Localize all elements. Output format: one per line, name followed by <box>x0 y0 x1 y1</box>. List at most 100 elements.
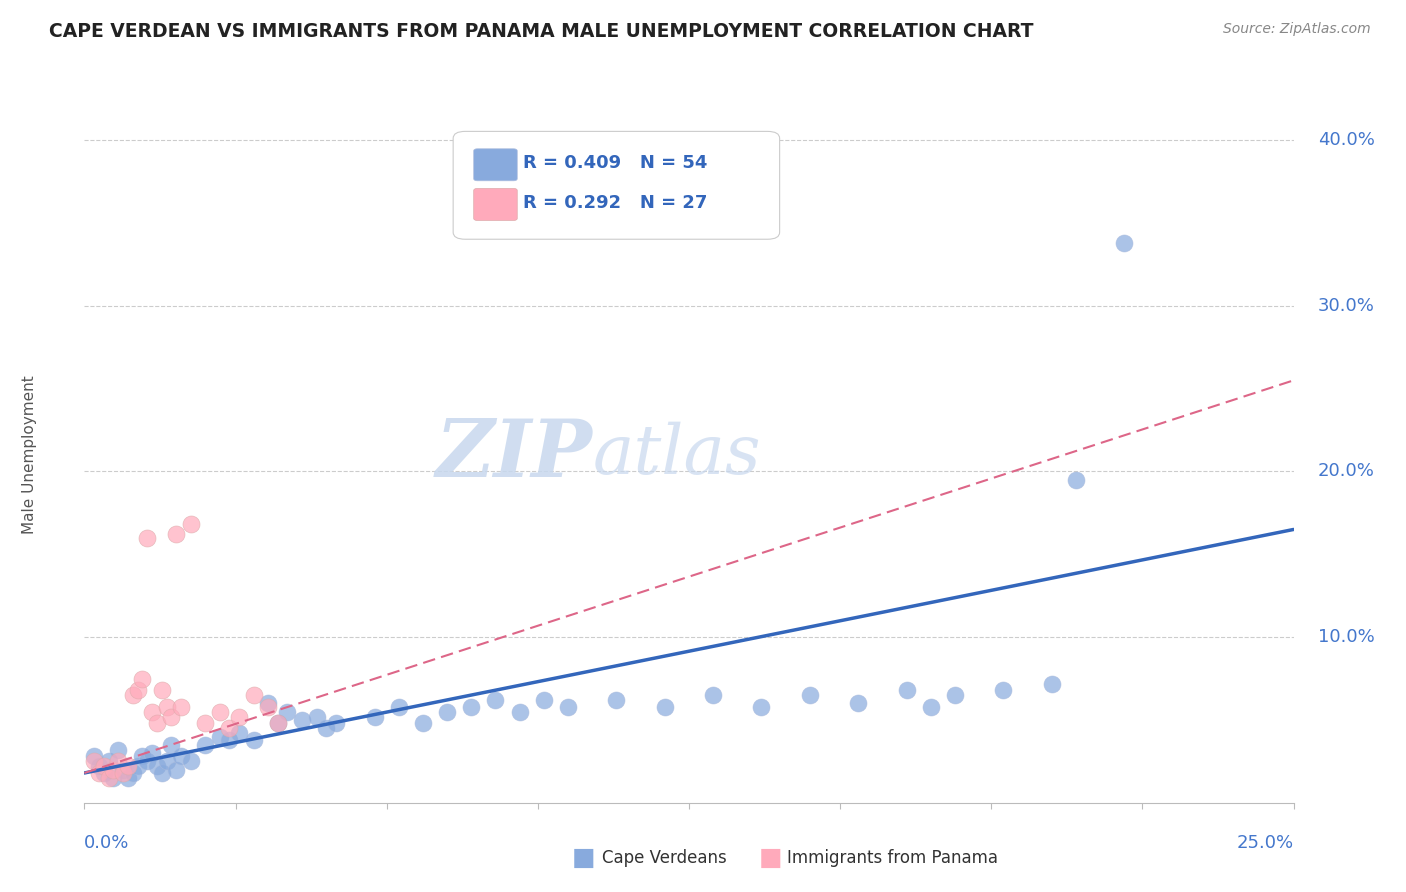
Point <box>242 732 264 747</box>
Point <box>112 766 135 780</box>
Point <box>93 759 115 773</box>
FancyBboxPatch shape <box>453 131 779 239</box>
Point <box>141 746 163 760</box>
Point <box>180 755 202 769</box>
Point <box>136 531 159 545</box>
Text: R = 0.292   N = 27: R = 0.292 N = 27 <box>523 194 707 212</box>
Point <box>315 721 337 735</box>
Point <box>436 705 458 719</box>
Point <box>276 705 298 719</box>
Text: Male Unemployment: Male Unemployment <box>22 376 38 534</box>
Point <box>93 766 115 780</box>
Text: ■: ■ <box>759 847 782 870</box>
Text: 25.0%: 25.0% <box>1236 834 1294 852</box>
Point <box>194 738 217 752</box>
Point <box>257 697 280 711</box>
Point <box>993 683 1015 698</box>
Point <box>150 766 173 780</box>
Point <box>155 755 177 769</box>
Text: 30.0%: 30.0% <box>1317 297 1375 315</box>
Point <box>208 730 231 744</box>
Point <box>117 759 139 773</box>
Point <box>412 716 434 731</box>
Point <box>846 697 869 711</box>
Point <box>136 755 159 769</box>
Text: 0.0%: 0.0% <box>84 834 129 852</box>
Point <box>208 705 231 719</box>
Point <box>218 721 240 735</box>
Point <box>325 716 347 731</box>
Text: Immigrants from Panama: Immigrants from Panama <box>787 849 998 867</box>
Point <box>388 699 411 714</box>
Text: CAPE VERDEAN VS IMMIGRANTS FROM PANAMA MALE UNEMPLOYMENT CORRELATION CHART: CAPE VERDEAN VS IMMIGRANTS FROM PANAMA M… <box>49 22 1033 41</box>
Point <box>97 771 120 785</box>
Point <box>654 699 676 714</box>
Point <box>160 709 183 723</box>
Text: ZIP: ZIP <box>436 417 592 493</box>
Point <box>460 699 482 714</box>
Point <box>194 716 217 731</box>
Point <box>896 683 918 698</box>
Point <box>87 759 110 773</box>
Point <box>228 709 250 723</box>
Point <box>257 699 280 714</box>
Point <box>557 699 579 714</box>
Point <box>509 705 531 719</box>
Text: atlas: atlas <box>592 422 761 488</box>
Point <box>131 672 153 686</box>
Point <box>127 683 149 698</box>
Point <box>170 699 193 714</box>
Point <box>218 732 240 747</box>
Text: 10.0%: 10.0% <box>1317 628 1375 646</box>
Point <box>484 693 506 707</box>
Point <box>107 755 129 769</box>
Point <box>87 766 110 780</box>
Point <box>83 755 105 769</box>
Point <box>83 749 105 764</box>
Point <box>605 693 627 707</box>
Point <box>97 755 120 769</box>
Point <box>799 688 821 702</box>
Point <box>943 688 966 702</box>
Point <box>141 705 163 719</box>
Point <box>533 693 555 707</box>
Point <box>121 688 143 702</box>
Point <box>165 763 187 777</box>
Text: R = 0.409   N = 54: R = 0.409 N = 54 <box>523 153 707 171</box>
Point <box>146 759 169 773</box>
Point <box>103 771 125 785</box>
Point <box>751 699 773 714</box>
Text: Source: ZipAtlas.com: Source: ZipAtlas.com <box>1223 22 1371 37</box>
Point <box>180 517 202 532</box>
Text: Cape Verdeans: Cape Verdeans <box>602 849 727 867</box>
Point <box>228 726 250 740</box>
Point <box>1040 676 1063 690</box>
Point <box>1114 235 1136 250</box>
Point <box>267 716 290 731</box>
Text: 20.0%: 20.0% <box>1317 462 1375 481</box>
FancyBboxPatch shape <box>474 188 517 220</box>
Text: ■: ■ <box>572 847 595 870</box>
FancyBboxPatch shape <box>474 149 517 181</box>
Point <box>702 688 724 702</box>
Point <box>160 738 183 752</box>
Point <box>242 688 264 702</box>
Point <box>1064 473 1087 487</box>
Text: 40.0%: 40.0% <box>1317 131 1375 149</box>
Point <box>112 763 135 777</box>
Point <box>155 699 177 714</box>
Point <box>305 709 328 723</box>
Point <box>117 771 139 785</box>
Point <box>131 749 153 764</box>
Point <box>150 683 173 698</box>
Point <box>107 743 129 757</box>
Point <box>121 766 143 780</box>
Point <box>363 709 385 723</box>
Point <box>291 713 314 727</box>
Point <box>267 716 290 731</box>
Point <box>146 716 169 731</box>
Point <box>127 759 149 773</box>
Point <box>165 527 187 541</box>
Point <box>170 749 193 764</box>
Point <box>920 699 942 714</box>
